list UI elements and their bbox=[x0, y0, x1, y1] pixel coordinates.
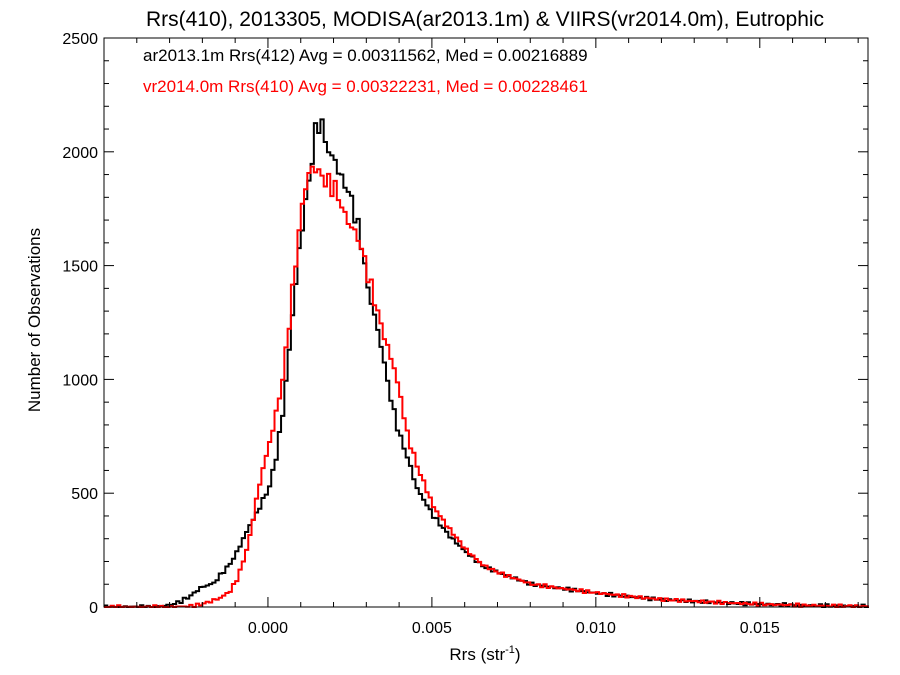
plot-area bbox=[104, 118, 869, 608]
x-axis-label-close: ) bbox=[515, 645, 521, 664]
series-line-1 bbox=[104, 165, 869, 608]
axes: 0.000 0.005 0.010 0.015 0 500 1000 1500 2000 2500 bbox=[62, 31, 869, 637]
x-axis-label-text: Rrs (str bbox=[449, 645, 505, 664]
legend: ar2013.1m Rrs(412) Avg = 0.00311562, Med… bbox=[143, 46, 588, 96]
x-axis-label: Rrs (str-1) bbox=[449, 644, 520, 664]
legend-entry-1: vr2014.0m Rrs(410) Avg = 0.00322231, Med… bbox=[143, 77, 588, 96]
x-axis-label-superscript: -1 bbox=[505, 644, 515, 656]
y-tick-label: 500 bbox=[71, 486, 98, 503]
y-tick-label: 0 bbox=[89, 600, 98, 617]
y-tick-label: 2500 bbox=[62, 31, 98, 48]
y-tick-label: 1000 bbox=[62, 372, 98, 389]
series-line-0 bbox=[104, 118, 869, 608]
plot-frame bbox=[103, 37, 869, 608]
x-tick-label: 0.010 bbox=[576, 620, 616, 637]
x-tick-label: 0.005 bbox=[412, 620, 452, 637]
y-tick-label: 2000 bbox=[62, 145, 98, 162]
x-tick-label: 0.000 bbox=[248, 620, 288, 637]
y-tick-label: 1500 bbox=[62, 259, 98, 276]
x-tick-label: 0.015 bbox=[740, 620, 780, 637]
y-axis-label: Number of Observations bbox=[25, 228, 44, 412]
legend-entry-0: ar2013.1m Rrs(412) Avg = 0.00311562, Med… bbox=[143, 46, 588, 65]
chart-title: Rrs(410), 2013305, MODISA(ar2013.1m) & V… bbox=[146, 8, 824, 31]
